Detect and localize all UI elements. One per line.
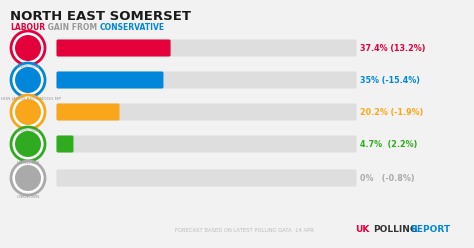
Text: RT HON JACOB REES-MOGG MP: RT HON JACOB REES-MOGG MP <box>0 97 62 101</box>
Text: REPORT: REPORT <box>410 225 450 235</box>
Text: UNKNOWN: UNKNOWN <box>16 65 40 69</box>
FancyBboxPatch shape <box>56 39 356 57</box>
FancyBboxPatch shape <box>56 103 119 121</box>
Text: FORECAST BASED ON LATEST POLLING DATA  14 APR: FORECAST BASED ON LATEST POLLING DATA 14… <box>175 227 314 233</box>
FancyBboxPatch shape <box>56 71 164 89</box>
Text: 35% (-15.4%): 35% (-15.4%) <box>360 75 420 85</box>
Text: 4.7%  (2.2%): 4.7% (2.2%) <box>360 139 418 149</box>
Text: UNKNOWN: UNKNOWN <box>16 129 40 133</box>
FancyBboxPatch shape <box>56 39 171 57</box>
Circle shape <box>15 131 41 157</box>
FancyBboxPatch shape <box>56 135 356 153</box>
Text: POLLING: POLLING <box>373 225 417 235</box>
Text: CONSERVATIVE: CONSERVATIVE <box>100 23 165 32</box>
Circle shape <box>11 63 45 97</box>
Circle shape <box>15 67 41 93</box>
Circle shape <box>15 99 41 125</box>
Text: 37.4% (13.2%): 37.4% (13.2%) <box>360 43 426 53</box>
FancyBboxPatch shape <box>56 71 356 89</box>
Circle shape <box>11 127 45 161</box>
FancyBboxPatch shape <box>56 135 73 153</box>
Text: NORTH EAST SOMERSET: NORTH EAST SOMERSET <box>10 10 191 23</box>
Circle shape <box>11 31 45 65</box>
Text: UNKNOWN: UNKNOWN <box>16 195 40 199</box>
Text: GAIN FROM: GAIN FROM <box>45 23 100 32</box>
Text: 20.2% (-1.9%): 20.2% (-1.9%) <box>360 107 423 117</box>
Circle shape <box>11 95 45 129</box>
Circle shape <box>15 35 41 61</box>
Circle shape <box>15 165 41 191</box>
Circle shape <box>11 161 45 195</box>
FancyBboxPatch shape <box>56 103 356 121</box>
Text: LABOUR: LABOUR <box>10 23 45 32</box>
Text: UNKNOWN: UNKNOWN <box>16 161 40 165</box>
FancyBboxPatch shape <box>56 169 356 186</box>
Text: UK: UK <box>355 225 369 235</box>
Text: 0%   (-0.8%): 0% (-0.8%) <box>360 174 415 183</box>
